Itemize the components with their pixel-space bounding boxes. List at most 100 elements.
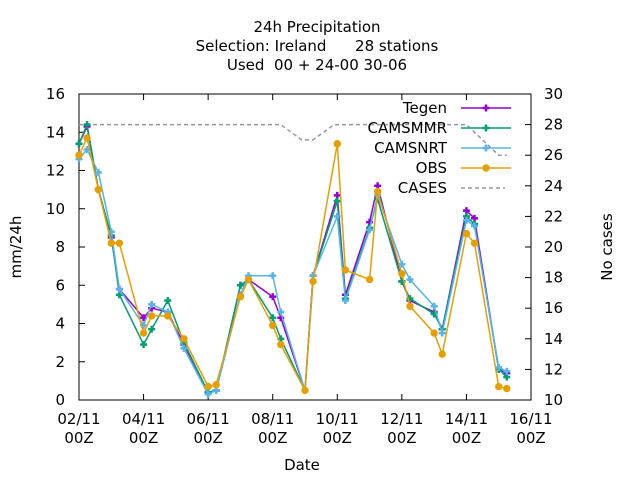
x-tick-label-hour: 00Z (387, 429, 416, 447)
data-point-camsmmr (164, 297, 172, 305)
y2-tick-label: 16 (544, 299, 563, 317)
data-point-obs (301, 386, 309, 395)
title-line-1: 24h Precipitation (253, 18, 380, 36)
y-tick-label: 14 (46, 123, 65, 141)
data-point-obs (244, 275, 253, 284)
data-point-obs (365, 275, 374, 284)
x-tick-label-hour: 00Z (64, 429, 93, 447)
x-tick-label: 04/11 (122, 410, 165, 428)
y2-axis-label: No cases (598, 213, 616, 281)
data-point-obs (94, 185, 103, 194)
data-point-obs (333, 140, 341, 148)
x-tick-label: 12/11 (380, 410, 423, 428)
data-point-obs (212, 381, 220, 389)
data-point-camsmmr (333, 197, 341, 205)
data-point-camsnrt (495, 363, 503, 371)
legend-label-obs: OBS (416, 159, 447, 177)
data-point-obs (107, 239, 115, 247)
legend-marker-camsmmr (482, 124, 490, 132)
legend-label-camsmmr: CAMSMMR (367, 119, 447, 137)
data-point-obs (204, 382, 212, 391)
data-point-camsnrt (269, 272, 277, 280)
y2-tick-label: 10 (544, 391, 563, 409)
y2-tick-label: 22 (544, 207, 563, 225)
y-tick-label: 6 (55, 276, 65, 294)
data-point-obs (83, 134, 91, 142)
legend-marker-obs (482, 164, 490, 172)
data-point-camsnrt (462, 216, 470, 224)
y2-tick-label: 30 (544, 85, 563, 103)
x-tick-label-hour: 00Z (258, 429, 287, 447)
data-point-obs (470, 239, 479, 247)
data-point-obs (164, 312, 172, 320)
data-point-camsnrt (438, 329, 446, 337)
data-point-obs (341, 266, 350, 274)
x-tick-label-hour: 00Z (516, 429, 545, 447)
data-point-camsmmr (236, 281, 244, 289)
data-point-obs (398, 270, 406, 278)
data-point-obs (180, 335, 188, 343)
data-point-obs (462, 229, 471, 238)
data-point-camsnrt (366, 226, 374, 234)
y2-tick-label: 14 (544, 330, 563, 348)
data-point-camsnrt (333, 212, 341, 220)
data-point-camsnrt (148, 300, 156, 308)
chart-title: 24h Precipitation Selection: Ireland 28 … (196, 18, 439, 74)
data-point-obs (495, 382, 503, 391)
y-tick-label: 0 (55, 391, 65, 409)
data-point-obs (269, 321, 277, 330)
legend-label-tegen: Tegen (402, 99, 447, 117)
x-tick-label-hour: 00Z (452, 429, 481, 447)
data-point-camsnrt (341, 297, 349, 305)
x-tick-label: 14/11 (445, 410, 488, 428)
data-point-obs (147, 312, 156, 320)
data-point-camsnrt (94, 168, 102, 176)
y-axis-label: mm/24h (7, 216, 25, 279)
data-point-obs (430, 329, 438, 337)
y2-tick-label: 24 (544, 177, 563, 195)
x-axis-label: Date (284, 456, 320, 474)
data-point-obs (75, 151, 83, 159)
y-tick-label: 8 (55, 238, 65, 256)
legend-label-cases: CASES (398, 179, 447, 197)
data-point-obs (139, 329, 148, 337)
data-point-camsnrt (204, 390, 212, 398)
data-point-camsmmr (75, 140, 83, 148)
data-point-camsmmr (83, 121, 91, 129)
y-tick-label: 12 (46, 162, 65, 180)
data-point-obs (406, 302, 414, 310)
y-tick-label: 16 (46, 85, 65, 103)
legend-marker-tegen (482, 104, 490, 112)
series-obs (75, 134, 511, 395)
x-tick-label-hour: 00Z (323, 429, 352, 447)
x-tick-label: 10/11 (316, 410, 359, 428)
y2-tick-label: 28 (544, 116, 563, 134)
title-line-2: Selection: Ireland 28 stations (196, 37, 439, 55)
y-tick-label: 4 (55, 315, 65, 333)
y2-tick-label: 26 (544, 146, 563, 164)
data-point-obs (438, 350, 446, 358)
data-point-camsnrt (115, 285, 123, 293)
y2-tick-label: 12 (544, 360, 563, 378)
data-point-camsmmr (269, 314, 277, 322)
data-point-camsmmr (140, 341, 148, 349)
data-point-obs (236, 293, 245, 301)
data-point-camsnrt (471, 222, 478, 230)
data-point-camsnrt (406, 276, 414, 284)
data-point-obs (309, 277, 317, 286)
x-tick-label: 06/11 (187, 410, 230, 428)
y-tick-label: 2 (55, 353, 65, 371)
data-point-camsnrt (430, 302, 438, 310)
data-point-obs (373, 187, 382, 196)
x-tick-label-hour: 00Z (193, 429, 222, 447)
legend: Tegen CAMSMMR CAMSNRT OBS CASES (367, 99, 511, 197)
data-point-obs (115, 239, 124, 247)
data-point-obs (277, 340, 285, 349)
data-point-obs (503, 384, 511, 393)
data-point-camsmmr (148, 325, 156, 333)
title-line-3: Used 00 + 24-00 30-06 (227, 56, 407, 74)
data-point-tegen (269, 293, 277, 301)
data-point-camsnrt (277, 308, 285, 316)
legend-marker-camsnrt (482, 144, 490, 152)
